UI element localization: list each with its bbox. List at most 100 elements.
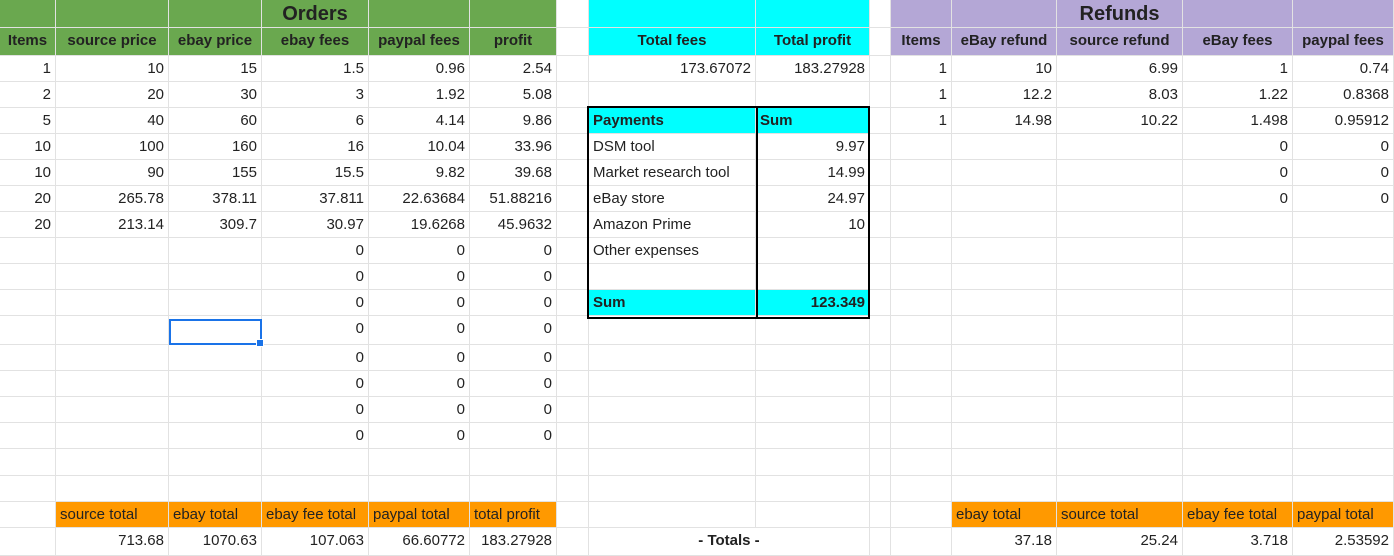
orders-header-5[interactable]: profit: [470, 28, 557, 56]
refunds-cell[interactable]: 0.8368: [1293, 82, 1394, 108]
empty-cell[interactable]: [1057, 397, 1183, 423]
orders-cell[interactable]: 37.811: [262, 186, 369, 212]
empty-cell[interactable]: [557, 449, 589, 476]
orders-total-label-2[interactable]: ebay fee total: [262, 502, 369, 528]
orders-cell[interactable]: 15.5: [262, 160, 369, 186]
refunds-cell[interactable]: 1: [891, 56, 952, 82]
empty-cell[interactable]: [1057, 476, 1183, 502]
refunds-cell[interactable]: [952, 160, 1057, 186]
orders-cell[interactable]: 0: [470, 264, 557, 290]
refunds-total-label-3[interactable]: paypal total: [1293, 502, 1394, 528]
empty-cell[interactable]: [1293, 238, 1394, 264]
orders-cell[interactable]: [0, 423, 56, 449]
orders-cell[interactable]: 5.08: [470, 82, 557, 108]
empty-cell[interactable]: [557, 56, 589, 82]
empty-cell[interactable]: [557, 28, 589, 56]
refunds-cell[interactable]: 1: [891, 108, 952, 134]
empty-cell[interactable]: [1057, 345, 1183, 371]
payments-header-label[interactable]: Payments: [589, 108, 756, 134]
empty-cell[interactable]: [557, 316, 589, 345]
orders-cell[interactable]: 0: [470, 397, 557, 423]
orders-cell[interactable]: [0, 316, 56, 345]
refunds-cell[interactable]: [1057, 134, 1183, 160]
refunds-cell[interactable]: [891, 186, 952, 212]
payments-item-sum[interactable]: [756, 264, 870, 290]
empty-cell[interactable]: [1183, 212, 1293, 238]
orders-cell[interactable]: 0: [369, 371, 470, 397]
refunds-cell[interactable]: 1: [1183, 56, 1293, 82]
summary-header-0[interactable]: Total fees: [589, 28, 756, 56]
empty-cell[interactable]: [756, 423, 870, 449]
empty-cell[interactable]: [589, 371, 756, 397]
refunds-header-2[interactable]: source refund: [1057, 28, 1183, 56]
empty-cell[interactable]: [756, 397, 870, 423]
empty-cell[interactable]: [870, 0, 891, 28]
orders-cell[interactable]: 51.88216: [470, 186, 557, 212]
empty-cell[interactable]: [470, 449, 557, 476]
orders-cell[interactable]: 0: [262, 238, 369, 264]
orders-cell[interactable]: 9.86: [470, 108, 557, 134]
empty-cell[interactable]: [952, 212, 1057, 238]
orders-cell[interactable]: 30.97: [262, 212, 369, 238]
empty-cell[interactable]: [891, 476, 952, 502]
refunds-cell[interactable]: [1057, 160, 1183, 186]
refunds-cell[interactable]: 6.99: [1057, 56, 1183, 82]
empty-cell[interactable]: [1183, 345, 1293, 371]
empty-cell[interactable]: [891, 290, 952, 316]
empty-cell[interactable]: [557, 528, 589, 556]
orders-cell[interactable]: 0: [470, 238, 557, 264]
empty-cell[interactable]: [891, 502, 952, 528]
empty-cell[interactable]: [1293, 449, 1394, 476]
payments-item-label[interactable]: [589, 264, 756, 290]
empty-cell[interactable]: [870, 449, 891, 476]
orders-cell[interactable]: 30: [169, 82, 262, 108]
orders-cell[interactable]: [56, 290, 169, 316]
empty-cell[interactable]: [952, 449, 1057, 476]
orders-cell[interactable]: 90: [56, 160, 169, 186]
empty-cell[interactable]: [589, 423, 756, 449]
orders-header-2[interactable]: ebay price: [169, 28, 262, 56]
orders-cell[interactable]: 4.14: [369, 108, 470, 134]
refunds-cell[interactable]: 10.22: [1057, 108, 1183, 134]
orders-cell[interactable]: 0: [369, 316, 470, 345]
refunds-cell[interactable]: 0.95912: [1293, 108, 1394, 134]
totals-label[interactable]: - Totals -: [589, 528, 870, 556]
empty-cell[interactable]: [1057, 316, 1183, 345]
empty-cell[interactable]: [891, 345, 952, 371]
empty-cell[interactable]: [756, 82, 870, 108]
payments-item-label[interactable]: DSM tool: [589, 134, 756, 160]
orders-cell[interactable]: [56, 371, 169, 397]
empty-cell[interactable]: [56, 476, 169, 502]
orders-cell[interactable]: 1.92: [369, 82, 470, 108]
empty-cell[interactable]: [870, 108, 891, 134]
orders-total-value-3[interactable]: 66.60772: [369, 528, 470, 556]
empty-cell[interactable]: [557, 212, 589, 238]
empty-cell[interactable]: [557, 345, 589, 371]
empty-cell[interactable]: [1057, 264, 1183, 290]
empty-cell[interactable]: [557, 134, 589, 160]
empty-cell[interactable]: [952, 476, 1057, 502]
orders-cell[interactable]: 6: [262, 108, 369, 134]
orders-cell[interactable]: 10: [0, 134, 56, 160]
empty-cell[interactable]: [952, 238, 1057, 264]
orders-cell[interactable]: [56, 345, 169, 371]
refunds-title-band[interactable]: [1293, 0, 1394, 28]
empty-cell[interactable]: [952, 423, 1057, 449]
empty-cell[interactable]: [891, 316, 952, 345]
empty-cell[interactable]: [589, 316, 756, 345]
orders-cell[interactable]: [0, 238, 56, 264]
orders-header-4[interactable]: paypal fees: [369, 28, 470, 56]
orders-cell[interactable]: 0: [369, 345, 470, 371]
empty-cell[interactable]: [589, 397, 756, 423]
orders-cell[interactable]: [169, 264, 262, 290]
empty-cell[interactable]: [1293, 345, 1394, 371]
refunds-title-band[interactable]: [1183, 0, 1293, 28]
empty-cell[interactable]: [1057, 423, 1183, 449]
refunds-cell[interactable]: 0: [1293, 186, 1394, 212]
empty-cell[interactable]: [1183, 423, 1293, 449]
empty-cell[interactable]: [1183, 316, 1293, 345]
refunds-header-3[interactable]: eBay fees: [1183, 28, 1293, 56]
orders-cell[interactable]: [0, 290, 56, 316]
empty-cell[interactable]: [1183, 238, 1293, 264]
empty-cell[interactable]: [1183, 449, 1293, 476]
